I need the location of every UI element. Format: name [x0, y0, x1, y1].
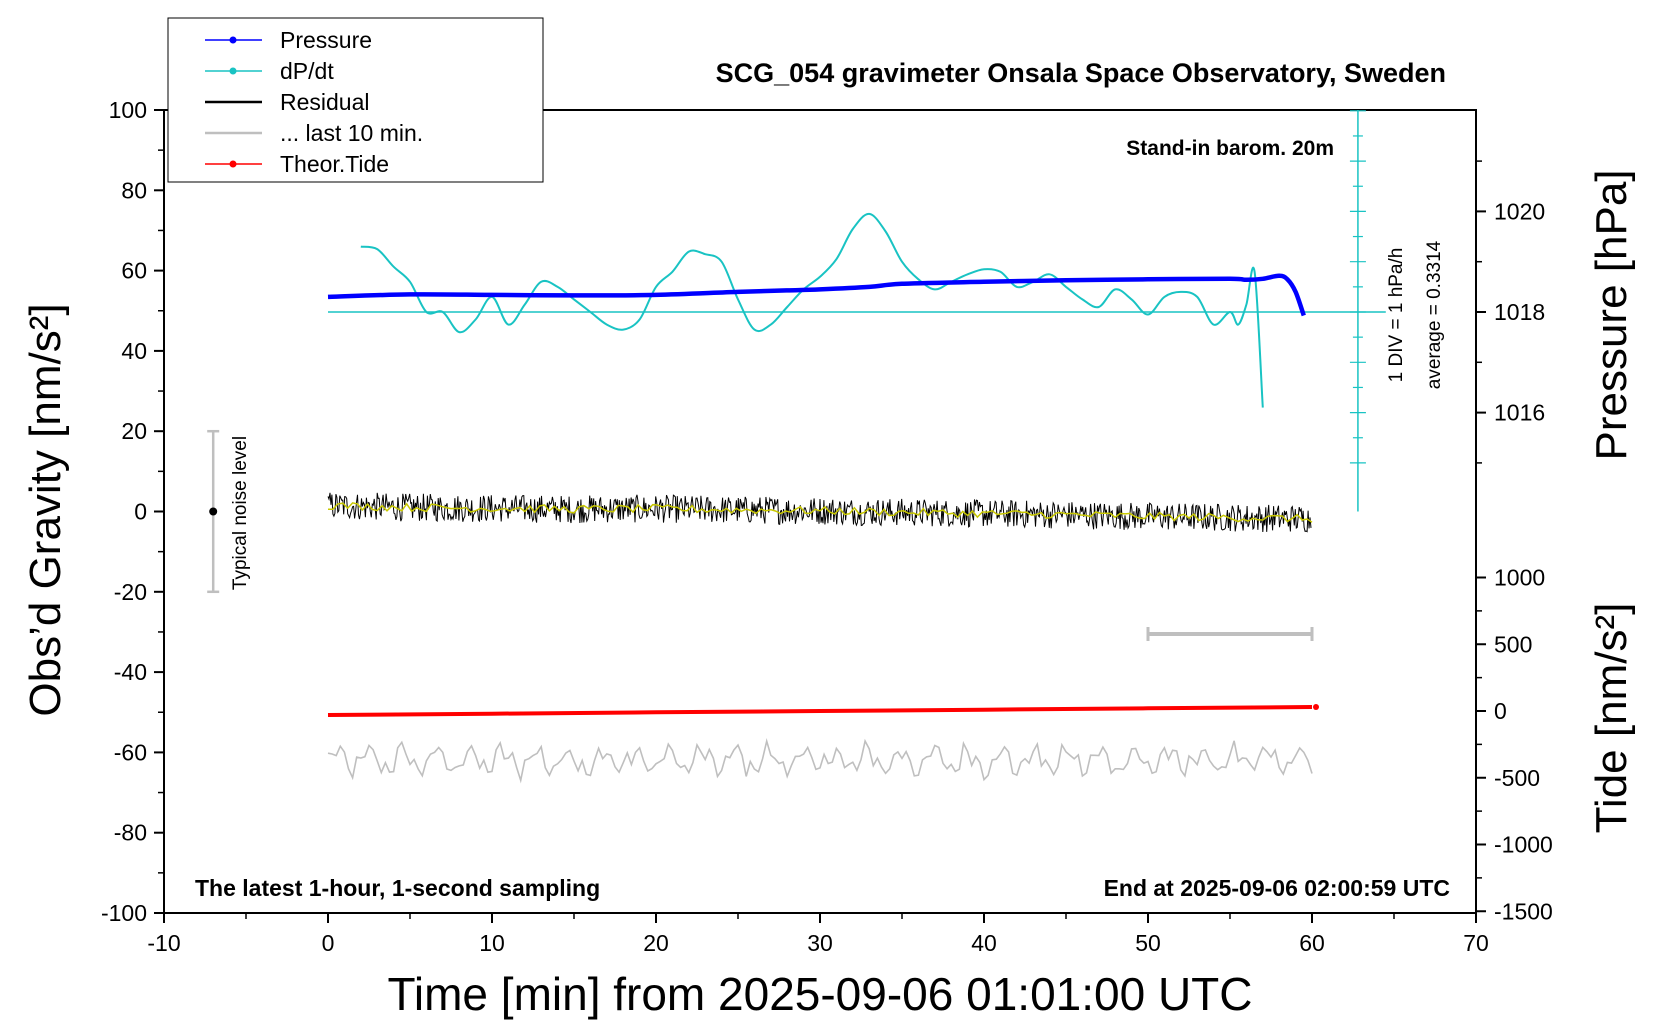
pressure-tick-label: 1020 — [1494, 198, 1545, 224]
x-tick-label: 40 — [971, 930, 997, 956]
legend-box — [167, 17, 544, 183]
legend: Pressure dP/dt Residual ... last 10 min. The… — [167, 17, 544, 183]
x-tick-label: 50 — [1135, 930, 1161, 956]
sampling-note: The latest 1-hour, 1-second sampling — [195, 875, 600, 901]
y-tick-label: -100 — [101, 900, 147, 926]
residual-filtered-trace — [328, 502, 1313, 523]
legend-label: ... last 10 min. — [280, 120, 423, 146]
chart-title: SCG_054 gravimeter Onsala Space Observat… — [716, 58, 1446, 88]
axis-ticks — [154, 109, 1486, 923]
x-tick-label: 30 — [807, 930, 833, 956]
y-tick-label: -40 — [114, 659, 147, 685]
y-tick-label: -20 — [114, 579, 147, 605]
last-10-min-trace — [327, 738, 1313, 784]
y-axis-label-left: Obs’d Gravity [nm/s²] — [21, 303, 70, 716]
y-tick-label: 20 — [121, 418, 147, 444]
legend-label: Pressure — [280, 27, 372, 53]
dpdt-line — [360, 212, 1264, 408]
dpdt-average-note: average = 0.3314 — [1424, 240, 1445, 389]
legend-label: Theor.Tide — [280, 151, 389, 177]
y-tick-label: -60 — [114, 739, 147, 765]
tick-labels: -10 0 10 20 30 40 50 60 70100806040200-20-40-60-… — [101, 97, 1553, 956]
y-tick-label: 0 — [134, 499, 147, 525]
legend-label: dP/dt — [280, 58, 334, 84]
y-tick-label: 60 — [121, 258, 147, 284]
dpdt-scale-note: 1 DIV = 1 hPa/h — [1386, 248, 1407, 383]
y-tick-label: 100 — [109, 97, 147, 123]
tide-tick-label: 500 — [1494, 631, 1532, 657]
y-axis-label-pressure: Pressure [hPa] — [1587, 169, 1636, 460]
legend-marker — [229, 160, 237, 168]
tide-tick-label: -500 — [1494, 765, 1540, 791]
tide-tick-label: 0 — [1494, 698, 1507, 724]
pressure-tick-label: 1016 — [1494, 400, 1545, 426]
residual-trace — [327, 492, 1312, 533]
legend-label: Residual — [280, 89, 370, 115]
theor-tide-line — [327, 705, 1313, 717]
barometer-note: Stand-in barom. 20m — [1126, 137, 1334, 160]
legend-marker — [229, 67, 237, 75]
pressure-line — [327, 273, 1306, 317]
legend-marker — [229, 36, 237, 44]
end-time-note: End at 2025-09-06 02:00:59 UTC — [1104, 875, 1450, 901]
x-tick-label: 70 — [1463, 930, 1489, 956]
noise-bar-center — [209, 507, 218, 516]
theor-tide-point — [1313, 703, 1319, 710]
pressure-tick-label: 1018 — [1494, 299, 1545, 325]
y-axis-label-tide: Tide [nm/s²] — [1587, 603, 1636, 834]
x-tick-label: 10 — [479, 930, 505, 956]
y-tick-label: 80 — [121, 177, 147, 203]
y-tick-label: -80 — [114, 820, 147, 846]
tide-tick-label: 1000 — [1494, 565, 1545, 591]
tide-tick-label: -1500 — [1494, 898, 1553, 924]
series-layer — [207, 212, 1319, 784]
y-tick-label: 40 — [121, 338, 147, 364]
x-axis-label: Time [min] from 2025-09-06 01:01:00 UTC — [388, 968, 1253, 1020]
x-tick-label: -10 — [147, 930, 180, 956]
noise-level-label: Typical noise level — [230, 436, 251, 590]
x-tick-label: 20 — [643, 930, 669, 956]
tide-tick-label: -1000 — [1494, 832, 1553, 858]
x-tick-label: 0 — [322, 930, 335, 956]
x-tick-label: 60 — [1299, 930, 1325, 956]
